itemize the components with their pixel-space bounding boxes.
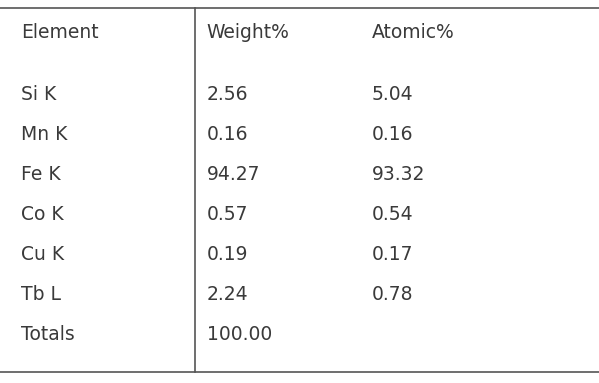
Text: 5.04: 5.04 <box>371 85 413 105</box>
Text: 100.00: 100.00 <box>207 326 272 344</box>
Text: Totals: Totals <box>21 326 75 344</box>
Text: 0.17: 0.17 <box>371 246 413 265</box>
Text: Co K: Co K <box>21 206 63 224</box>
Text: 93.32: 93.32 <box>371 165 425 185</box>
Text: 0.57: 0.57 <box>207 206 248 224</box>
Text: Si K: Si K <box>21 85 56 105</box>
Text: Weight%: Weight% <box>207 23 289 41</box>
Text: 0.54: 0.54 <box>371 206 413 224</box>
Text: 94.27: 94.27 <box>207 165 260 185</box>
Text: 0.19: 0.19 <box>207 246 248 265</box>
Text: Tb L: Tb L <box>21 285 61 304</box>
Text: 2.24: 2.24 <box>207 285 248 304</box>
Text: 2.56: 2.56 <box>207 85 248 105</box>
Text: Atomic%: Atomic% <box>371 23 454 41</box>
Text: Fe K: Fe K <box>21 165 60 185</box>
Text: Cu K: Cu K <box>21 246 64 265</box>
Text: 0.78: 0.78 <box>371 285 413 304</box>
Text: Element: Element <box>21 23 99 41</box>
Text: 0.16: 0.16 <box>207 126 248 144</box>
Text: Mn K: Mn K <box>21 126 67 144</box>
Text: 0.16: 0.16 <box>371 126 413 144</box>
